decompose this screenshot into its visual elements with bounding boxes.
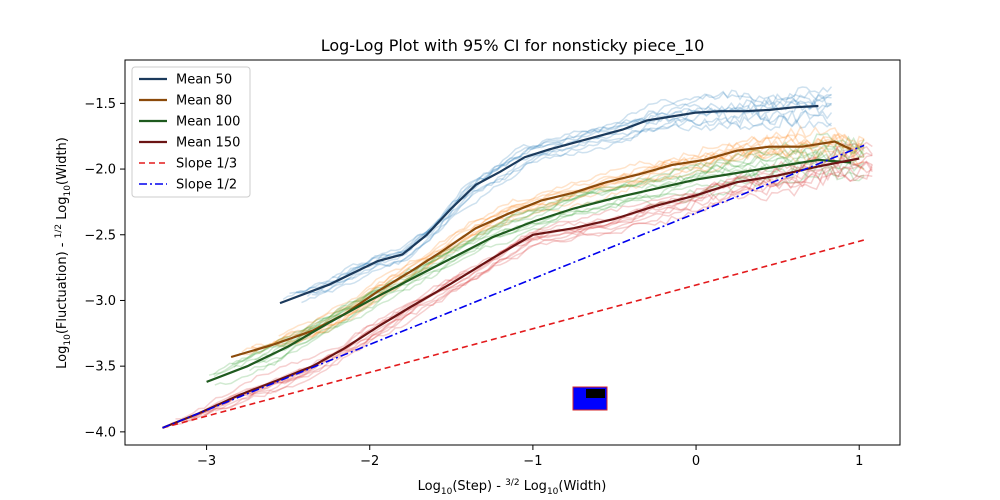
chart-title: Log-Log Plot with 95% CI for nonsticky p… bbox=[321, 36, 705, 56]
ci-trace bbox=[233, 132, 865, 368]
ci-trace bbox=[241, 137, 865, 353]
ci-trace bbox=[190, 154, 873, 418]
x-tick-label: 1 bbox=[855, 454, 863, 469]
legend-label: Slope 1/3 bbox=[176, 157, 237, 172]
y-axis-label: Log10(Fluctuation) - 1/2 Log10(Width) bbox=[54, 137, 73, 369]
ci-trace bbox=[278, 124, 865, 337]
series-line bbox=[206, 158, 852, 383]
legend-label: Slope 1/2 bbox=[176, 178, 237, 193]
ci-trace bbox=[215, 165, 873, 412]
y-tick-label: −3.0 bbox=[84, 294, 116, 309]
y-tick-label: −3.5 bbox=[84, 360, 116, 375]
ci-trace bbox=[332, 86, 833, 279]
x-axis-ticks: −3 −2 −1 0 1 bbox=[197, 445, 863, 469]
plot-frame bbox=[124, 59, 901, 446]
ci-trace bbox=[253, 137, 865, 355]
x-tick-label: 0 bbox=[692, 454, 700, 469]
ci-trace bbox=[295, 98, 832, 294]
ci-trace bbox=[250, 132, 865, 349]
ci-trace bbox=[208, 146, 865, 376]
series-lines bbox=[162, 104, 865, 429]
series-line bbox=[162, 239, 865, 429]
ci-trace bbox=[204, 164, 873, 417]
x-tick-label: −2 bbox=[360, 454, 379, 469]
legend: Mean 50 Mean 80 Mean 100 Mean 150 Slope 1/3 S… bbox=[131, 66, 251, 198]
ci-trace bbox=[163, 157, 873, 429]
legend-label: Mean 100 bbox=[176, 115, 240, 130]
plot-area bbox=[162, 86, 873, 429]
y-tick-label: −4.0 bbox=[84, 425, 116, 440]
ci-trace bbox=[231, 136, 865, 365]
ci-trace bbox=[289, 90, 832, 295]
legend-label: Mean 80 bbox=[176, 94, 232, 109]
ci-trace bbox=[311, 109, 832, 296]
x-tick-label: −3 bbox=[197, 454, 216, 469]
y-tick-label: −2.0 bbox=[84, 163, 116, 178]
y-tick-label: −2.5 bbox=[84, 228, 116, 243]
ci-trace bbox=[301, 110, 832, 304]
series-line bbox=[162, 144, 865, 429]
series-line bbox=[162, 157, 860, 429]
legend-label: Mean 50 bbox=[176, 73, 232, 88]
x-tick-label: −1 bbox=[523, 454, 542, 469]
x-axis-label: Log10(Step) - 3/2 Log10(Width) bbox=[418, 478, 607, 497]
y-axis-ticks: −4.0 −3.5 −3.0 −2.5 −2.0 −1.5 bbox=[84, 97, 125, 440]
ci-trace bbox=[306, 109, 833, 298]
y-tick-label: −1.5 bbox=[84, 97, 116, 112]
ci-trace bbox=[277, 143, 865, 348]
ci-trace bbox=[203, 171, 873, 416]
ci-trace bbox=[264, 134, 865, 349]
legend-label: Mean 150 bbox=[176, 136, 240, 151]
marker-box bbox=[572, 386, 608, 411]
ci-trace bbox=[214, 165, 865, 386]
series-line bbox=[279, 104, 819, 305]
ci-trace bbox=[173, 161, 873, 426]
ci-trace bbox=[238, 145, 865, 356]
